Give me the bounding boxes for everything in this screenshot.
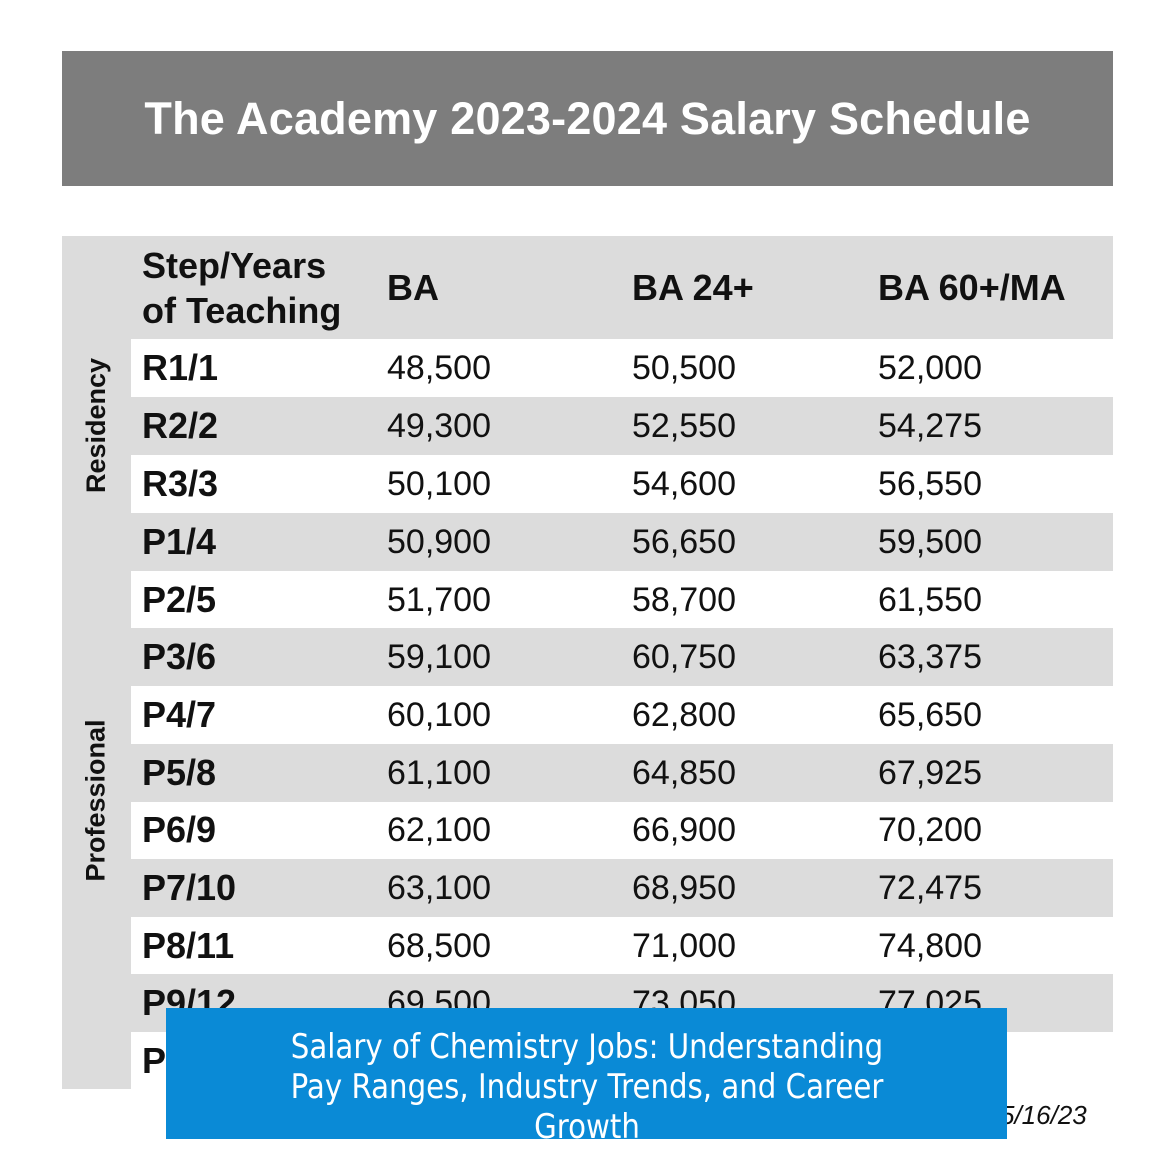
table-row: P2/5 51,700 58,700 61,550 [131, 571, 1113, 629]
cell-ba24: 62,800 [632, 695, 736, 734]
column-header-ba: BA [387, 267, 439, 308]
cell-ba: 49,300 [387, 406, 491, 445]
cell-ba24: 68,950 [632, 868, 736, 907]
table-row: P [131, 1032, 1113, 1090]
cell-ba: 60,100 [387, 695, 491, 734]
table-row: P4/7 60,100 62,800 65,650 [131, 686, 1113, 744]
cell-ba60-ma: 70,200 [878, 810, 982, 849]
cell-ba24: 71,000 [632, 926, 736, 965]
table-row: P8/11 68,500 71,000 74,800 [131, 917, 1113, 975]
cell-ba: 68,500 [387, 926, 491, 965]
caption-overlay: Salary of Chemistry Jobs: Understanding … [166, 1008, 1007, 1139]
row-step: R3/3 [142, 463, 219, 504]
row-step: P4/7 [142, 694, 217, 735]
row-step: P7/10 [142, 867, 237, 908]
table-row: R3/3 50,100 54,600 56,550 [131, 455, 1113, 513]
row-step: P [142, 1040, 167, 1081]
cell-ba: 50,100 [387, 464, 491, 503]
table-row: P6/9 62,100 66,900 70,200 [131, 801, 1113, 859]
cell-ba60-ma: 56,550 [878, 464, 982, 503]
row-step: P5/8 [142, 752, 217, 793]
cell-ba24: 66,900 [632, 810, 736, 849]
cell-ba60-ma: 74,800 [878, 926, 982, 965]
column-header-ba60-ma: BA 60+/MA [878, 267, 1066, 308]
cell-ba60-ma: 52,000 [878, 348, 982, 387]
date-note: 5/16/23 [1000, 1100, 1087, 1130]
cell-ba24: 52,550 [632, 406, 736, 445]
cell-ba60-ma: 67,925 [878, 753, 982, 792]
table-header: Step/Years of Teaching BA BA 24+ BA 60+/… [131, 236, 1113, 339]
row-step: R2/2 [142, 405, 219, 446]
category-residency: Residency [62, 339, 131, 512]
row-step: P8/11 [142, 925, 235, 966]
cell-ba60-ma: 65,650 [878, 695, 982, 734]
cell-ba60-ma: 59,500 [878, 522, 982, 561]
cell-ba60-ma: 61,550 [878, 580, 982, 619]
cell-ba24: 54,600 [632, 464, 736, 503]
cell-ba: 50,900 [387, 522, 491, 561]
table-row: P1/4 50,900 56,650 59,500 [131, 513, 1113, 571]
row-step: P2/5 [142, 579, 217, 620]
category-professional-label: Professional [81, 719, 111, 882]
row-step: P6/9 [142, 809, 217, 850]
table-row: R1/1 48,500 50,500 52,000 [131, 339, 1113, 397]
schedule-title: The Academy 2023-2024 Salary Schedule [144, 92, 1031, 144]
table-row: P7/10 63,100 68,950 72,475 [131, 859, 1113, 917]
row-step: R1/1 [142, 347, 219, 388]
cell-ba24: 58,700 [632, 580, 736, 619]
cell-ba60-ma: 54,275 [878, 406, 982, 445]
column-header-step: Step/Years of Teaching [142, 245, 342, 331]
table-row: P5/8 61,100 64,850 67,925 [131, 744, 1113, 802]
cell-ba24: 56,650 [632, 522, 736, 561]
cell-ba: 48,500 [387, 348, 491, 387]
cell-ba: 63,100 [387, 868, 491, 907]
cell-ba60-ma: 72,475 [878, 868, 982, 907]
category-professional: Professional [62, 512, 131, 1089]
cell-ba60-ma: 63,375 [878, 637, 982, 676]
column-header-ba24: BA 24+ [632, 267, 754, 308]
table-row: R2/2 49,300 52,550 54,275 [131, 397, 1113, 455]
row-step: P1/4 [142, 521, 217, 562]
cell-ba: 51,700 [387, 580, 491, 619]
caption-text: Salary of Chemistry Jobs: Understanding … [290, 1027, 883, 1139]
row-step: P3/6 [142, 636, 217, 677]
category-strip [62, 236, 131, 1089]
cell-ba24: 50,500 [632, 348, 736, 387]
cell-ba24: 60,750 [632, 637, 736, 676]
cell-ba: 62,100 [387, 810, 491, 849]
category-residency-label: Residency [81, 357, 112, 494]
title-banner: The Academy 2023-2024 Salary Schedule [62, 51, 1113, 186]
cell-ba: 59,100 [387, 637, 491, 676]
cell-ba: 61,100 [387, 753, 491, 792]
cell-ba24: 64,850 [632, 753, 736, 792]
table-row: P3/6 59,100 60,750 63,375 [131, 628, 1113, 686]
